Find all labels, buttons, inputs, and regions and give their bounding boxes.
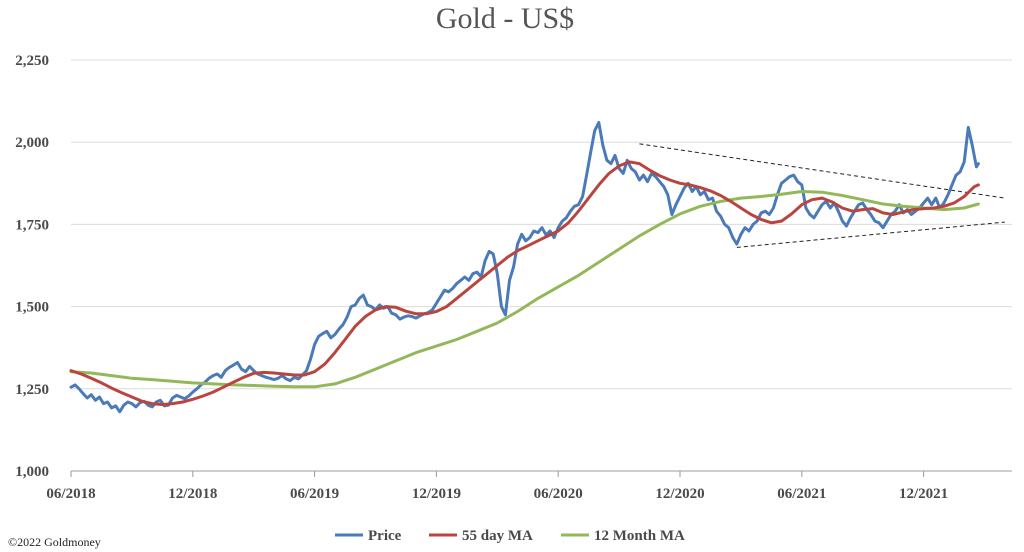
copyright-text: ©2022 Goldmoney: [8, 535, 101, 549]
y-tick-label: 1,750: [15, 217, 49, 233]
series-line-price: [69, 121, 980, 414]
x-axis: 06/2018 12/2018 06/2019 12/2019 06/2020 12/20…: [46, 470, 1012, 502]
x-tick-label: 06/2018: [46, 486, 95, 502]
trendlines: [639, 143, 1005, 248]
series-line-ma55: [69, 160, 980, 407]
y-axis: 1,000 1,250 1,500 1,750 2,000 2,250: [15, 53, 49, 480]
y-tick-label: 1,000: [15, 464, 49, 480]
x-tick-label: 06/2020: [534, 486, 583, 502]
legend-label-price: Price: [368, 528, 402, 544]
legend-label-ma12m: 12 Month MA: [594, 528, 685, 544]
legend-label-ma55: 55 day MA: [462, 528, 533, 544]
series-line-ma12m: [69, 190, 980, 389]
legend: Price 55 day MA 12 Month MA: [335, 528, 685, 544]
trendline-lower: [736, 221, 1005, 248]
x-tick-label: 06/2021: [777, 486, 826, 502]
x-tick-label: 12/2019: [412, 486, 461, 502]
x-tick-label: 12/2021: [899, 486, 948, 502]
series-lines: [69, 121, 980, 414]
y-tick-label: 2,000: [15, 135, 49, 151]
trendline-upper: [639, 143, 1005, 199]
gridlines: [71, 59, 1012, 390]
y-tick-label: 1,250: [15, 382, 49, 398]
y-tick-label: 2,250: [15, 53, 49, 69]
x-tick-label: 06/2019: [290, 486, 339, 502]
x-tick-label: 12/2020: [655, 486, 704, 502]
chart-title: Gold - US$: [436, 2, 574, 35]
x-tick-label: 12/2018: [168, 486, 217, 502]
y-tick-label: 1,500: [15, 300, 49, 316]
